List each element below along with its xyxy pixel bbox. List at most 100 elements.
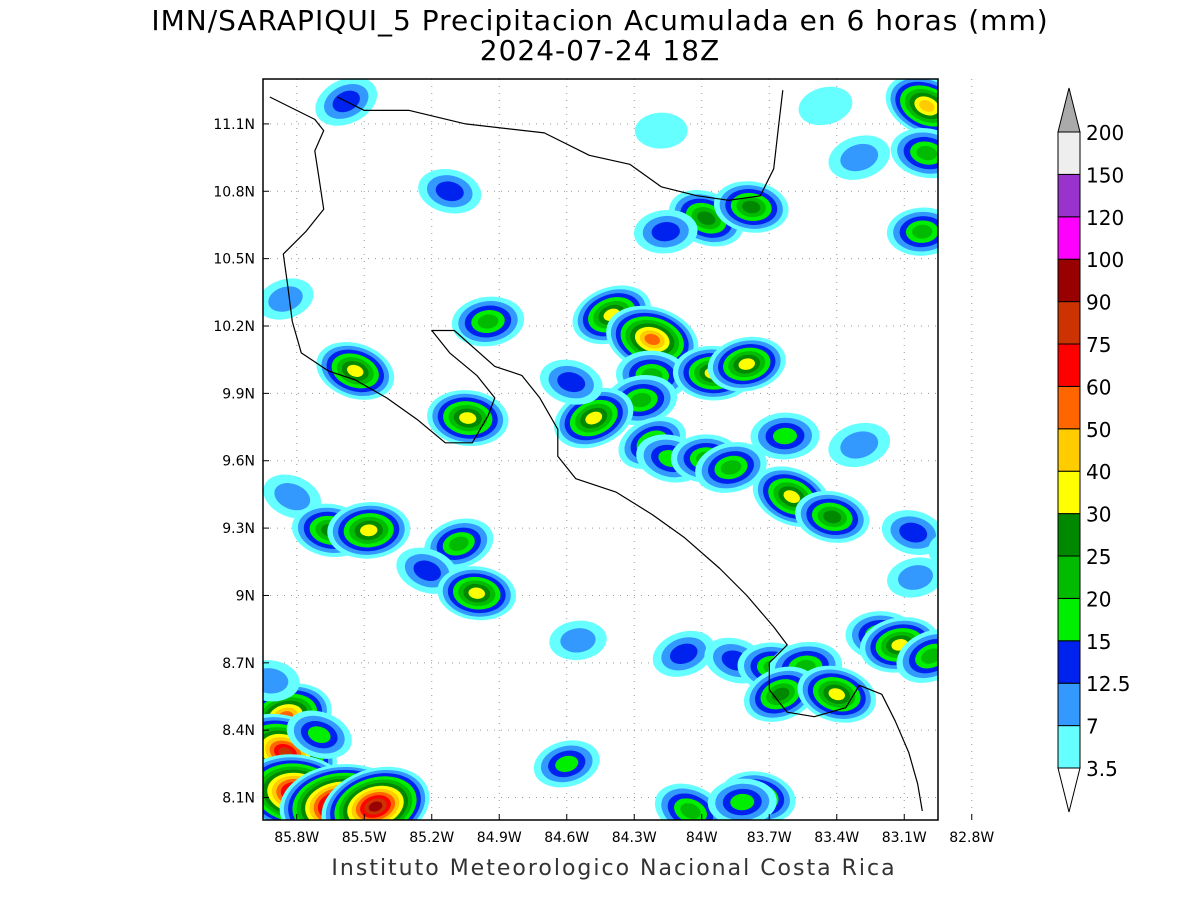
precip-contour-3 <box>555 755 579 773</box>
precip-contour-3 <box>972 651 1007 675</box>
precip-cell <box>549 620 607 661</box>
precip-cell <box>743 666 818 722</box>
lat-tick-label: 8.1N <box>222 791 255 807</box>
precipitation-field <box>263 79 1038 820</box>
precip-cell <box>652 630 715 677</box>
precip-contour-1 <box>274 483 311 511</box>
colorbar-swatch <box>1057 640 1081 684</box>
precip-contour-4 <box>964 625 988 646</box>
lon-tick-label: 83.1W <box>882 830 927 846</box>
precip-cell <box>695 442 767 493</box>
colorbar-label: 90 <box>1086 291 1111 315</box>
precip-cell <box>795 490 870 543</box>
precip-cell <box>634 112 688 149</box>
precip-contour-1 <box>268 286 303 312</box>
north-border-line <box>336 90 784 201</box>
south-border-line <box>940 456 994 815</box>
precip-cell <box>327 502 411 559</box>
precip-contour-5 <box>697 211 716 226</box>
coastline-and-borders <box>269 90 994 815</box>
lat-tick-label: 8.4N <box>222 723 255 739</box>
precip-cell <box>286 710 352 759</box>
colorbar-label: 30 <box>1086 503 1111 527</box>
precip-contour-6 <box>985 629 1004 643</box>
precip-contour-0 <box>950 601 1038 670</box>
precip-contour-0 <box>952 637 1027 689</box>
colorbar-swatch <box>1057 301 1081 345</box>
precip-contour-11 <box>368 801 383 812</box>
precip-contour-1 <box>956 606 1033 666</box>
colorbar-label: 200 <box>1086 121 1124 145</box>
precip-cell <box>263 278 314 320</box>
precip-cell <box>713 181 789 233</box>
precip-contour-2 <box>651 222 680 242</box>
precip-contour-0 <box>934 599 1019 673</box>
precip-contour-6 <box>459 412 477 424</box>
colorbar-label: 3.5 <box>1086 757 1118 781</box>
precip-contour-3 <box>968 615 1021 657</box>
lon-tick-label: 83.7W <box>747 830 792 846</box>
precip-contour-6 <box>360 524 378 537</box>
colorbar-label: 20 <box>1086 587 1111 611</box>
precip-contour-6 <box>828 688 845 701</box>
lat-tick-label: 9.3N <box>222 521 255 537</box>
lon-tick-label: 84.3W <box>612 830 657 846</box>
precip-contour-0 <box>798 86 853 126</box>
colorbar-legend: 3.5 7 12.5 15 20 25 30 40 50 60 75 90 100 120 150 200 <box>1057 87 1131 813</box>
precip-cell <box>263 660 300 702</box>
map-datetime: 2024-07-24 18Z <box>479 34 721 67</box>
precip-contour-6 <box>738 358 755 370</box>
colorbar-min-arrow <box>1057 767 1081 813</box>
colorbar-swatch <box>1057 173 1081 218</box>
lat-tick-label: 9.6N <box>222 454 255 470</box>
colorbar-label: 150 <box>1086 163 1124 187</box>
precip-contour-1 <box>840 143 879 172</box>
precip-contour-6 <box>783 490 800 504</box>
precip-contour-2 <box>669 643 698 665</box>
lat-tick-label: 11.1N <box>213 117 255 133</box>
precip-cell <box>707 778 777 820</box>
precip-cell <box>633 209 698 254</box>
lon-tick-label: 84.9W <box>477 830 522 846</box>
precip-cell <box>797 665 877 723</box>
precip-cell <box>707 336 786 392</box>
precip-contour-2 <box>435 181 464 202</box>
precip-cell <box>952 637 1027 689</box>
precip-cell <box>396 547 459 594</box>
colorbar-swatch <box>1057 216 1081 260</box>
precip-contour-3 <box>730 793 755 811</box>
precip-contour-6 <box>468 587 486 599</box>
lon-tick-label: 84W <box>686 830 718 846</box>
colorbar-label: 7 <box>1086 715 1099 739</box>
precip-cell <box>606 305 699 374</box>
precip-contour-0 <box>634 112 688 149</box>
precip-contour-1 <box>560 628 596 653</box>
colorbar-swatch <box>1057 131 1081 175</box>
colorbar-label: 100 <box>1086 248 1124 272</box>
precip-cell <box>828 422 891 468</box>
colorbar-swatch <box>1057 555 1081 599</box>
precip-contour-4 <box>720 460 742 475</box>
colorbar-swatch <box>1057 513 1081 557</box>
precip-contour-4 <box>448 536 469 552</box>
precip-contour-4 <box>973 620 1015 653</box>
precip-contour-3 <box>307 726 331 744</box>
colorbar-label: 60 <box>1086 375 1111 399</box>
precip-contour-1 <box>898 565 933 590</box>
precip-contour-2 <box>557 372 586 393</box>
lon-tick-label: 85.5W <box>342 830 387 846</box>
precip-cell <box>828 135 890 180</box>
precip-cell <box>887 557 938 598</box>
precip-cell <box>890 127 938 179</box>
precip-contour-6 <box>585 411 603 425</box>
precip-cell <box>881 510 938 556</box>
lat-tick-label: 10.8N <box>213 184 255 200</box>
precip-contour-5 <box>979 624 1009 648</box>
precip-contour-5 <box>742 200 761 214</box>
colorbar-label: 15 <box>1086 630 1111 654</box>
map-title: IMN/SARAPIQUI_5 Precipitacion Acumulada … <box>151 4 1049 37</box>
precip-contour-7 <box>919 100 935 112</box>
precip-cell <box>896 629 938 683</box>
colorbar-max-arrow <box>1057 87 1081 133</box>
precip-contour-5 <box>823 510 842 524</box>
